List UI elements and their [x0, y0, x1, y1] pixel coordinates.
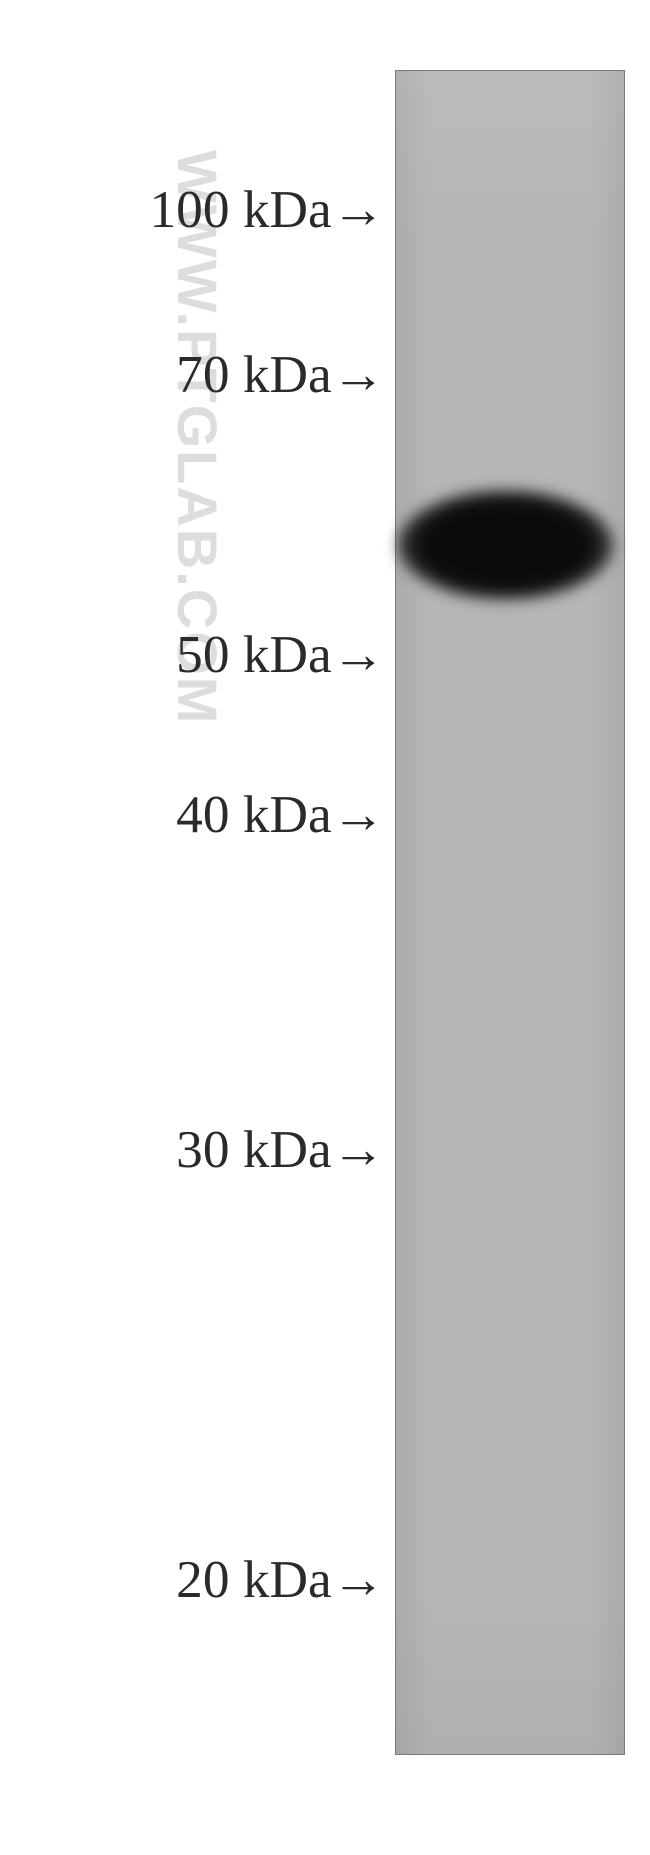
mw-marker-label: 30 kDa→ — [176, 1118, 385, 1180]
mw-marker-text: 40 kDa — [176, 784, 332, 844]
protein-band — [398, 490, 613, 600]
mw-marker-text: 20 kDa — [176, 1549, 332, 1609]
mw-marker-text: 30 kDa — [176, 1119, 332, 1179]
arrow-right-icon: → — [332, 344, 385, 404]
mw-marker-label: 50 kDa→ — [176, 623, 385, 685]
mw-marker-label: 40 kDa→ — [176, 783, 385, 845]
arrow-right-icon: → — [332, 1549, 385, 1609]
arrow-right-icon: → — [332, 1119, 385, 1179]
blot-lane — [395, 70, 625, 1755]
blot-figure: WWW.PTGLAB.COM 100 kDa→70 kDa→50 kDa→40 … — [0, 0, 650, 1855]
mw-marker-label: 100 kDa→ — [150, 178, 386, 240]
mw-marker-label: 20 kDa→ — [176, 1548, 385, 1610]
arrow-right-icon: → — [332, 784, 385, 844]
mw-marker-text: 70 kDa — [176, 344, 332, 404]
mw-marker-label: 70 kDa→ — [176, 343, 385, 405]
mw-marker-text: 100 kDa — [150, 179, 332, 239]
arrow-right-icon: → — [332, 179, 385, 239]
mw-marker-text: 50 kDa — [176, 624, 332, 684]
arrow-right-icon: → — [332, 624, 385, 684]
